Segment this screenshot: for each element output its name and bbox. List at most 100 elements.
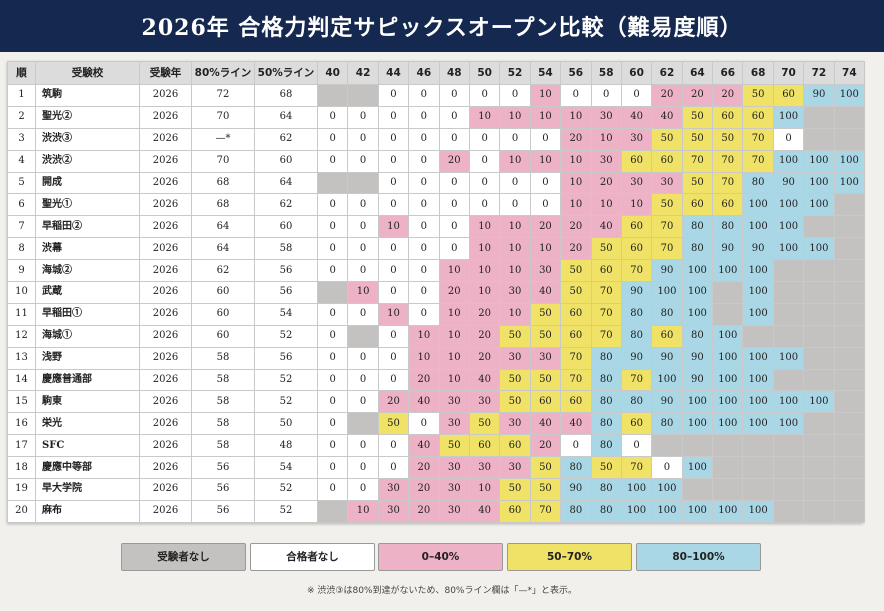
pass-rate-cell: 60 <box>712 193 744 217</box>
pass-rate-cell: 0 <box>529 171 562 195</box>
pass-rate-cell: 0 <box>408 105 440 129</box>
pass-rate-cell: 30 <box>590 105 622 129</box>
legend-high: 80–100% <box>636 543 761 571</box>
pass-rate-cell: 50 <box>468 412 501 436</box>
table-row: 12 海城① 2026 60 52 0 0 10 10 20 50 50 60 70 80 60 80 100 <box>7 324 866 348</box>
pass-rate-cell: 10 <box>468 259 501 283</box>
line-80: 60 <box>191 281 255 304</box>
pass-rate-cell: 10 <box>408 346 440 370</box>
pass-rate-cell: 60 <box>590 259 622 283</box>
pass-rate-cell: 20 <box>468 302 501 326</box>
pass-rate-cell: 10 <box>468 215 501 239</box>
pass-rate-cell: 60 <box>560 390 592 414</box>
line-80: 60 <box>191 324 255 348</box>
pass-rate-cell: 80 <box>590 346 622 370</box>
pass-rate-cell: 0 <box>438 237 470 261</box>
pass-rate-cell: 10 <box>529 149 562 173</box>
pass-rate-cell: 0 <box>438 84 470 107</box>
table-row: 14 慶應普通部 2026 58 52 0 0 0 20 10 40 50 50 70 80 70 100 90 1… <box>7 368 866 392</box>
pass-rate-cell: 100 <box>681 302 714 326</box>
pass-rate-cell: 0 <box>438 105 470 129</box>
pass-rate-cell: 0 <box>377 259 410 283</box>
line-80: 56 <box>191 456 255 480</box>
pass-rate-cell <box>742 434 774 458</box>
pass-rate-cell: 80 <box>681 237 714 261</box>
pass-rate-cell: 0 <box>316 412 349 436</box>
pass-rate-cell: 0 <box>408 193 440 217</box>
pass-rate-cell: 100 <box>681 456 714 480</box>
pass-rate-cell: 0 <box>316 324 349 348</box>
pass-rate-cell: 10 <box>560 193 592 217</box>
pass-rate-cell: 20 <box>408 499 440 523</box>
line-50: 52 <box>254 390 318 414</box>
line-50: 54 <box>254 456 318 480</box>
pass-rate-cell: 0 <box>408 259 440 283</box>
pass-rate-cell <box>833 105 866 129</box>
pass-rate-cell: 0 <box>438 193 470 217</box>
pass-rate-cell: 100 <box>742 346 774 370</box>
pass-rate-cell: 0 <box>620 434 653 458</box>
line-80: 58 <box>191 390 255 414</box>
header-score: 44 <box>377 61 410 85</box>
pass-rate-cell: 100 <box>833 84 866 107</box>
pass-rate-cell: 70 <box>651 215 683 239</box>
pass-rate-cell: 0 <box>438 215 470 239</box>
pass-rate-cell: 80 <box>620 324 653 348</box>
table-row: 15 駒東 2026 58 52 0 0 20 40 30 30 50 60 60 80 80 90 100 100… <box>7 390 866 414</box>
pass-rate-cell: 0 <box>560 84 592 107</box>
pass-rate-cell: 100 <box>681 412 714 436</box>
exam-year: 2026 <box>139 237 192 261</box>
header-score: 54 <box>529 61 562 85</box>
pass-rate-cell: 0 <box>347 478 379 501</box>
pass-rate-cell <box>833 127 866 151</box>
pass-rate-cell <box>833 324 866 348</box>
pass-rate-cell: 0 <box>408 84 440 107</box>
row-index: 18 <box>7 456 36 480</box>
line-80: 64 <box>191 215 255 239</box>
pass-rate-cell: 70 <box>712 171 744 195</box>
pass-rate-cell: 0 <box>499 171 531 195</box>
line-80: 70 <box>191 105 255 129</box>
pass-rate-cell: 0 <box>499 84 531 107</box>
exam-year: 2026 <box>139 302 192 326</box>
header-score: 42 <box>347 61 379 85</box>
pass-rate-cell <box>316 171 349 195</box>
table-row: 13 浅野 2026 58 56 0 0 0 10 10 20 30 30 70 80 90 90 90 100 10… <box>7 346 866 370</box>
pass-rate-cell: 0 <box>438 171 470 195</box>
pass-rate-cell: 20 <box>408 456 440 480</box>
pass-rate-cell <box>833 259 866 283</box>
pass-rate-cell <box>347 84 379 107</box>
line-50: 68 <box>254 84 318 107</box>
exam-year: 2026 <box>139 390 192 414</box>
line-50: 60 <box>254 149 318 173</box>
pass-rate-cell: 90 <box>620 346 653 370</box>
pass-rate-cell: 100 <box>833 149 866 173</box>
header-score: 60 <box>620 61 653 85</box>
exam-year: 2026 <box>139 324 192 348</box>
line-80: 68 <box>191 171 255 195</box>
line-80: 60 <box>191 302 255 326</box>
exam-year: 2026 <box>139 434 192 458</box>
pass-rate-cell: 100 <box>651 281 683 304</box>
line-80: 58 <box>191 434 255 458</box>
pass-rate-cell <box>316 499 349 523</box>
pass-rate-cell <box>316 281 349 304</box>
pass-rate-cell: 0 <box>408 281 440 304</box>
pass-rate-cell: 90 <box>560 478 592 501</box>
pass-rate-cell <box>833 368 866 392</box>
school-name: 筑駒 <box>35 84 140 107</box>
row-index: 9 <box>7 259 36 283</box>
row-index: 3 <box>7 127 36 151</box>
header-score: 70 <box>772 61 805 85</box>
table-body: 1 筑駒 2026 72 68 0 0 0 0 0 10 0 0 0 20 20 20 50 60 90 100 2 聖光②… <box>7 84 866 523</box>
pass-rate-cell: 10 <box>529 237 562 261</box>
pass-rate-cell: 40 <box>408 434 440 458</box>
exam-year: 2026 <box>139 412 192 436</box>
row-index: 14 <box>7 368 36 392</box>
exam-year: 2026 <box>139 456 192 480</box>
pass-rate-cell: 40 <box>529 412 562 436</box>
pass-rate-cell: 70 <box>742 149 774 173</box>
row-index: 11 <box>7 302 36 326</box>
line-50: 64 <box>254 105 318 129</box>
line-50: 54 <box>254 302 318 326</box>
